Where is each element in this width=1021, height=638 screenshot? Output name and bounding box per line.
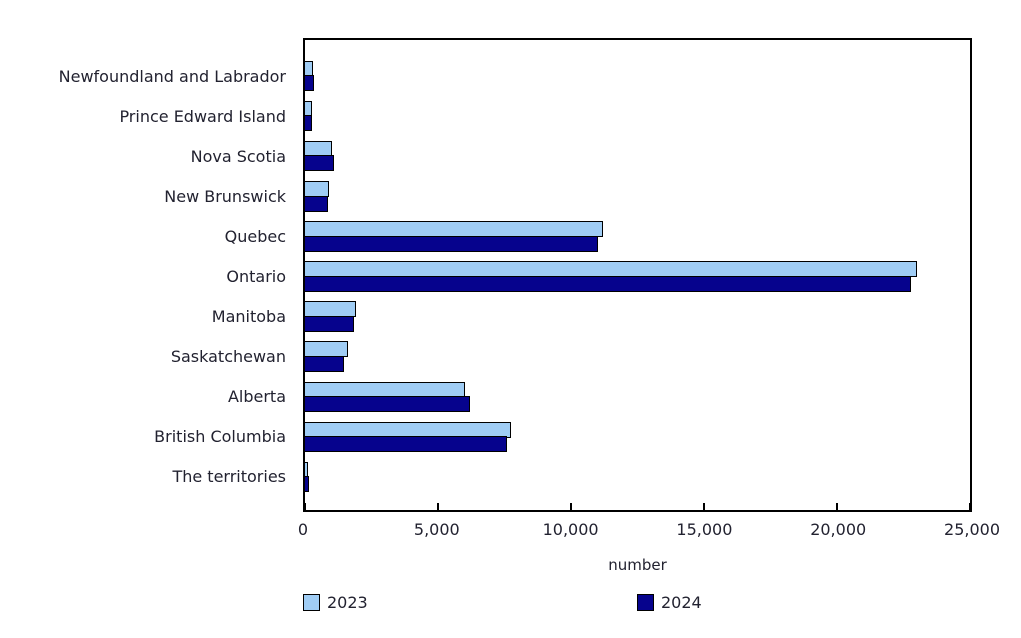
legend-swatch-2024 bbox=[637, 594, 654, 611]
legend-entry-2024: 2024 bbox=[637, 593, 702, 612]
bar-group-newfoundland-and-labrador bbox=[305, 56, 970, 96]
bar-group-alberta bbox=[305, 377, 970, 417]
legend-label-2024: 2024 bbox=[661, 593, 702, 612]
x-axis-title: number bbox=[608, 556, 667, 574]
legend: 2023 2024 bbox=[0, 593, 1021, 617]
x-tick-label-0: 0 bbox=[297, 520, 309, 539]
bar-group-new-brunswick bbox=[305, 176, 970, 216]
legend-swatch-2023 bbox=[303, 594, 320, 611]
bar-group-manitoba bbox=[305, 297, 970, 337]
category-label-alberta: Alberta bbox=[227, 387, 286, 407]
x-axis-tick-labels: 0 5,000 10,000 15,000 20,000 25,000 bbox=[298, 512, 1000, 544]
category-label-newfoundland-and-labrador: Newfoundland and Labrador bbox=[58, 66, 286, 86]
category-label-saskatchewan: Saskatchewan bbox=[170, 347, 286, 367]
bar-group-saskatchewan bbox=[305, 337, 970, 377]
bar-group-prince-edward-island bbox=[305, 96, 970, 136]
bar-group-the-territories bbox=[305, 457, 970, 497]
bar-2024-nova-scotia bbox=[305, 155, 334, 172]
bar-2024-quebec bbox=[305, 235, 598, 252]
y-axis-category-labels: Newfoundland and Labrador Prince Edward I… bbox=[0, 40, 288, 510]
x-tick-label-5000: 5,000 bbox=[413, 520, 460, 539]
bar-group-ontario bbox=[305, 256, 970, 296]
bar-2024-british-columbia bbox=[305, 436, 508, 453]
bar-2024-manitoba bbox=[305, 315, 354, 332]
x-tick-label-15000: 15,000 bbox=[676, 520, 733, 539]
x-tick-label-10000: 10,000 bbox=[542, 520, 599, 539]
plot-area bbox=[303, 38, 972, 512]
bar-2024-the-territories bbox=[305, 476, 309, 493]
category-label-british-columbia: British Columbia bbox=[154, 427, 286, 447]
bar-2024-newfoundland-and-labrador bbox=[305, 75, 315, 92]
legend-label-2023: 2023 bbox=[327, 593, 368, 612]
category-label-prince-edward-island: Prince Edward Island bbox=[119, 106, 286, 126]
bar-2024-ontario bbox=[305, 275, 912, 292]
bar-2024-saskatchewan bbox=[305, 355, 344, 372]
x-tick-label-25000: 25,000 bbox=[944, 520, 1000, 539]
bar-rows bbox=[305, 40, 970, 510]
bar-group-quebec bbox=[305, 216, 970, 256]
category-label-manitoba: Manitoba bbox=[211, 307, 286, 327]
x-tick-label-20000: 20,000 bbox=[810, 520, 867, 539]
category-label-quebec: Quebec bbox=[224, 226, 286, 246]
bar-2024-prince-edward-island bbox=[305, 115, 313, 132]
bar-2024-new-brunswick bbox=[305, 195, 329, 212]
bar-group-british-columbia bbox=[305, 417, 970, 457]
bar-group-nova-scotia bbox=[305, 136, 970, 176]
category-label-nova-scotia: Nova Scotia bbox=[190, 146, 286, 166]
legend-entry-2023: 2023 bbox=[303, 593, 368, 612]
bar-2024-alberta bbox=[305, 396, 470, 412]
category-label-ontario: Ontario bbox=[226, 266, 286, 286]
category-label-the-territories: The territories bbox=[172, 467, 286, 487]
category-label-new-brunswick: New Brunswick bbox=[164, 186, 286, 206]
